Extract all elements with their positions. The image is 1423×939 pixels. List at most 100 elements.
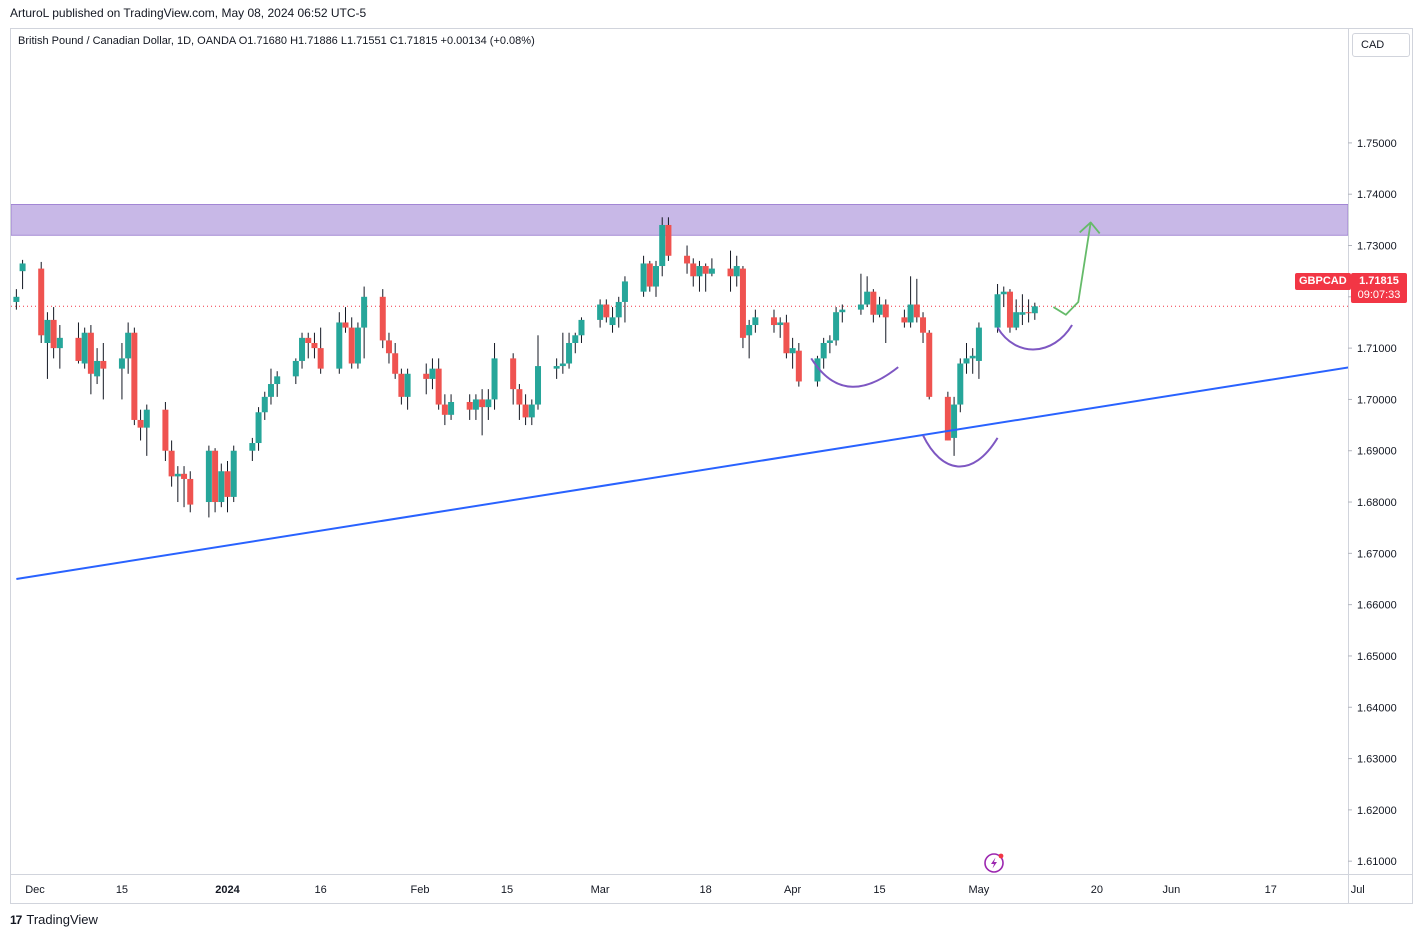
candle-body xyxy=(814,358,821,382)
left-shoulder-curve xyxy=(810,357,899,388)
candle-body xyxy=(485,399,492,408)
candle xyxy=(448,394,455,420)
candle-body xyxy=(522,404,529,418)
candle-body xyxy=(566,342,573,364)
candle-body xyxy=(317,348,324,369)
candle-body xyxy=(249,443,256,451)
candle xyxy=(746,319,753,359)
candle xyxy=(435,358,442,410)
candle xyxy=(795,342,802,387)
candle-body xyxy=(379,296,386,341)
candle-body xyxy=(56,337,63,349)
candle-body xyxy=(820,342,827,359)
candle xyxy=(752,309,759,333)
candle-body xyxy=(727,268,734,277)
candle-body xyxy=(435,368,442,405)
candle xyxy=(336,312,343,374)
candle xyxy=(162,401,169,461)
candle xyxy=(292,358,299,385)
lightning-icon[interactable] xyxy=(984,853,1004,873)
candle xyxy=(75,322,82,364)
candle xyxy=(951,396,958,456)
candle-body xyxy=(957,363,964,405)
y-tick-label: 1.65000 xyxy=(1357,651,1397,663)
candle-body xyxy=(609,317,616,326)
candle xyxy=(56,325,63,369)
candle xyxy=(1000,286,1007,308)
candle xyxy=(882,299,889,343)
candle xyxy=(342,307,349,333)
candle xyxy=(299,332,306,369)
tradingview-logo-icon: 17 xyxy=(10,912,22,927)
candle xyxy=(839,304,846,323)
candle-body xyxy=(162,409,169,451)
candle-body xyxy=(305,337,312,343)
candle-body xyxy=(255,412,262,444)
candle xyxy=(81,327,88,369)
candle xyxy=(1013,299,1020,331)
candle-body xyxy=(13,296,20,302)
candle xyxy=(261,391,268,420)
x-tick-label: Dec xyxy=(25,884,45,896)
candle xyxy=(218,463,225,508)
currency-button[interactable]: CAD xyxy=(1352,33,1410,57)
x-tick-label: 15 xyxy=(501,884,513,896)
candle xyxy=(1025,299,1032,323)
candle xyxy=(348,317,355,369)
candle-body xyxy=(1000,291,1007,295)
candle-body xyxy=(187,478,194,505)
y-tick-label: 1.68000 xyxy=(1357,497,1397,509)
candle xyxy=(44,312,51,379)
bar-countdown: 09:07:33 xyxy=(1357,289,1401,301)
candle-body xyxy=(684,255,691,264)
candle-body xyxy=(354,327,361,364)
candle xyxy=(913,278,920,323)
x-tick-label: Apr xyxy=(784,884,801,896)
last-price-box: 1.71815 09:07:33 xyxy=(1351,273,1407,303)
candle-body xyxy=(87,332,94,374)
x-tick-label: 16 xyxy=(315,884,327,896)
candle xyxy=(975,322,982,379)
candle xyxy=(615,296,622,328)
candle xyxy=(535,335,542,410)
chart-frame[interactable] xyxy=(10,28,1413,904)
candle xyxy=(857,273,864,315)
candle xyxy=(783,314,790,359)
candle xyxy=(205,445,212,518)
candle-body xyxy=(621,281,628,302)
candle-body xyxy=(125,332,132,359)
candle xyxy=(385,332,392,364)
candle xyxy=(187,471,194,513)
candle-body xyxy=(665,224,672,256)
y-tick-label: 1.64000 xyxy=(1357,702,1397,714)
x-tick-label: 20 xyxy=(1091,884,1103,896)
candle-body xyxy=(926,332,933,397)
tradingview-logo[interactable]: 17 TradingView xyxy=(10,912,98,927)
candle xyxy=(143,404,150,456)
candle-body xyxy=(1013,312,1020,328)
y-tick-label: 1.66000 xyxy=(1357,600,1397,612)
candle-body xyxy=(1019,312,1026,315)
x-tick-label: Jun xyxy=(1163,884,1181,896)
candle-body xyxy=(696,266,703,277)
candle xyxy=(901,309,908,328)
candle xyxy=(770,309,777,333)
tradingview-brand: TradingView xyxy=(26,912,98,927)
head-curve xyxy=(922,434,999,468)
candle-body xyxy=(516,389,523,405)
candle-body xyxy=(752,317,759,326)
candle-body xyxy=(118,358,125,369)
x-tick-label: Mar xyxy=(591,884,610,896)
candle xyxy=(13,289,20,310)
candle-body xyxy=(528,404,535,418)
candle xyxy=(267,368,274,405)
candle-body xyxy=(826,340,833,343)
candle xyxy=(665,217,672,261)
last-price-value: 1.71815 xyxy=(1359,275,1399,287)
candle-body xyxy=(833,312,840,341)
candle xyxy=(485,389,492,420)
candle-body xyxy=(466,401,473,410)
y-tick-label: 1.73000 xyxy=(1357,241,1397,253)
candle-body xyxy=(907,304,914,323)
